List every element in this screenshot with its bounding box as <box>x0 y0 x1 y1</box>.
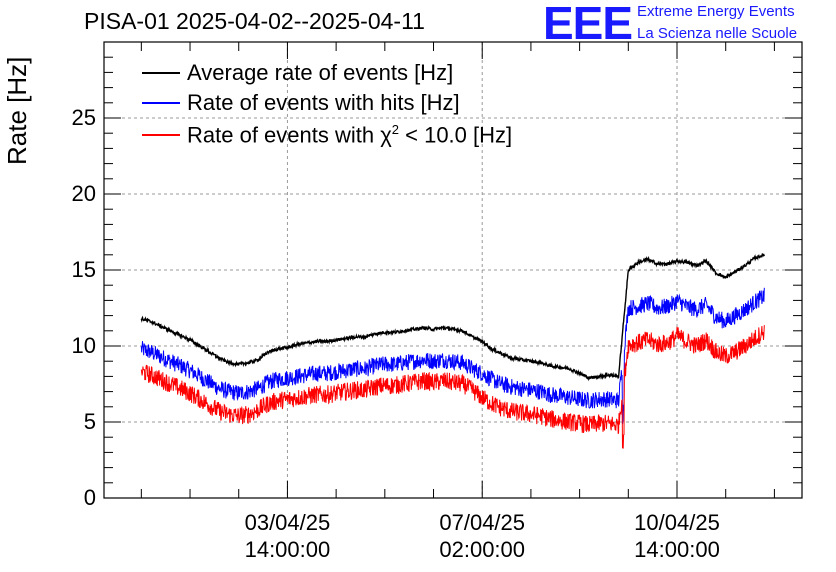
x-tick-date: 03/04/25 <box>244 510 331 535</box>
legend-chi2-suffix: < 10.0 [Hz] <box>399 122 513 148</box>
series-line-0 <box>140 253 765 382</box>
y-tick-label: 5 <box>83 409 96 434</box>
legend-entry-average: Average rate of events [Hz] <box>187 60 454 85</box>
logo-line-1: Extreme Energy Events <box>637 3 795 20</box>
legend-chi2-prefix: Rate of events with <box>187 122 381 148</box>
legend-entry-chi2: Rate of events with χ2 < 10.0 [Hz] <box>187 122 512 148</box>
legend-entry-hits: Rate of events with hits [Hz] <box>187 90 460 115</box>
legend-chi-superscript: 2 <box>391 122 400 137</box>
x-tick-time: 02:00:00 <box>439 537 526 562</box>
y-tick-label: 0 <box>83 485 96 510</box>
x-tick-label: 07/04/25 02:00:00 <box>412 509 552 563</box>
x-tick-time: 14:00:00 <box>634 537 720 562</box>
x-tick-time: 14:00:00 <box>244 537 331 562</box>
legend-chi-symbol: χ <box>380 122 392 148</box>
chart-title: PISA-01 2025-04-02--2025-04-11 <box>84 8 425 34</box>
y-tick-label: 20 <box>71 181 96 206</box>
series-line-2 <box>140 325 765 449</box>
series-line-1 <box>140 287 765 425</box>
x-tick-date: 07/04/25 <box>439 510 526 535</box>
eee-logo: EEE <box>543 0 633 49</box>
x-tick-label: 03/04/25 14:00:00 <box>217 509 357 563</box>
x-tick-label: 10/04/25 14:00:00 <box>607 509 747 563</box>
x-tick-date: 10/04/25 <box>634 510 720 535</box>
y-tick-label: 15 <box>71 257 96 282</box>
y-tick-label: 25 <box>71 105 96 130</box>
logo-line-2: La Scienza nelle Scuole <box>637 25 798 42</box>
y-axis-label: Rate [Hz] <box>2 56 32 165</box>
y-tick-label: 10 <box>71 333 96 358</box>
